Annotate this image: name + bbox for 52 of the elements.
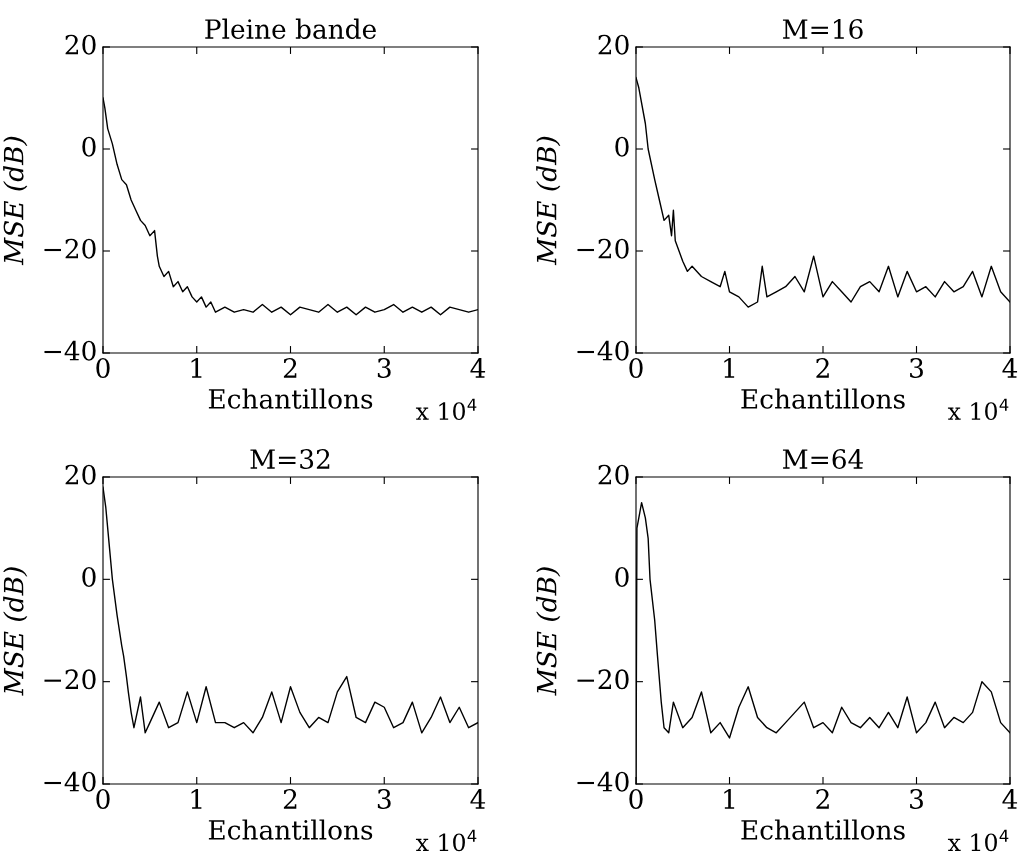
x-tick-label: 0	[96, 789, 110, 810]
x-tick-label: 2	[283, 789, 297, 809]
y-tick-label: 0	[82, 136, 96, 157]
x-tick-label: 1	[724, 358, 735, 378]
x-tick-label: 4	[1002, 789, 1018, 809]
x-tick-label: 4	[470, 789, 486, 809]
x-tick-label: 1	[191, 358, 202, 378]
y-tick-label: −20	[44, 238, 96, 259]
chart-title: M=64	[782, 449, 864, 470]
text: x 10$^{4}$	[415, 398, 477, 421]
x-tick-label: 0	[96, 358, 110, 379]
y-tick-label: 0	[615, 136, 629, 157]
x-tick-label: 2	[816, 358, 829, 378]
x-axis-title: Echantillons	[208, 388, 373, 409]
y-axis-title: MSE (dB)	[536, 136, 561, 266]
x-tick-label: 2	[283, 358, 297, 378]
x-tick-label: 0	[629, 789, 643, 810]
y-tick-label: 20	[598, 34, 629, 55]
y-tick-label: −20	[577, 238, 629, 259]
y-tick-label: −40	[577, 340, 629, 361]
x-tick-label: 4	[470, 358, 486, 378]
x-tick-label: 3	[377, 358, 391, 379]
x-tick-label: 1	[724, 789, 735, 809]
x-tick-label: 1	[191, 789, 202, 809]
y-tick-label: −20	[44, 669, 96, 690]
chart-title: Pleine bande	[205, 18, 376, 40]
y-axis-title: MSE (dB)	[3, 136, 28, 266]
chart-title: M=16	[782, 19, 863, 40]
y-tick-label: −40	[44, 340, 96, 361]
y-tick-label: 20	[598, 464, 629, 485]
y-tick-label: 0	[615, 567, 629, 587]
x-tick-label: 3	[910, 358, 923, 379]
x-tick-label: 3	[377, 789, 391, 810]
y-tick-label: −40	[577, 771, 629, 792]
text: x 10$^{4}$	[947, 398, 1009, 421]
text: x 10$^{4}$	[415, 829, 477, 852]
x-axis-title: Echantillons	[741, 819, 905, 840]
x-axis-title: Echantillons	[208, 819, 373, 840]
x-axis-title: Echantillons	[741, 388, 905, 409]
y-tick-label: −40	[44, 771, 96, 792]
y-tick-label: 0	[82, 567, 96, 587]
y-tick-label: −20	[577, 669, 629, 690]
x-tick-label: 3	[910, 789, 923, 810]
y-axis-title: MSE (dB)	[3, 567, 28, 696]
x-tick-label: 2	[816, 789, 829, 809]
x-tick-label: 0	[629, 358, 643, 379]
y-tick-label: 20	[65, 464, 96, 485]
y-tick-label: 20	[65, 34, 96, 55]
x-tick-label: 4	[1002, 358, 1018, 378]
text: x 10$^{4}$	[947, 829, 1009, 852]
y-axis-title: MSE (dB)	[536, 567, 561, 696]
chart-title: M=32	[250, 449, 330, 470]
